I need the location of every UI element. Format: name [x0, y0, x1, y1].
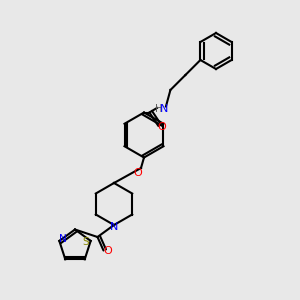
- Text: O: O: [133, 167, 142, 178]
- Text: H: H: [155, 104, 162, 115]
- Text: O: O: [158, 122, 166, 133]
- Text: N: N: [110, 221, 118, 232]
- Text: O: O: [103, 245, 112, 256]
- Text: S: S: [82, 237, 88, 248]
- Text: N: N: [160, 104, 169, 115]
- Text: N: N: [59, 234, 67, 244]
